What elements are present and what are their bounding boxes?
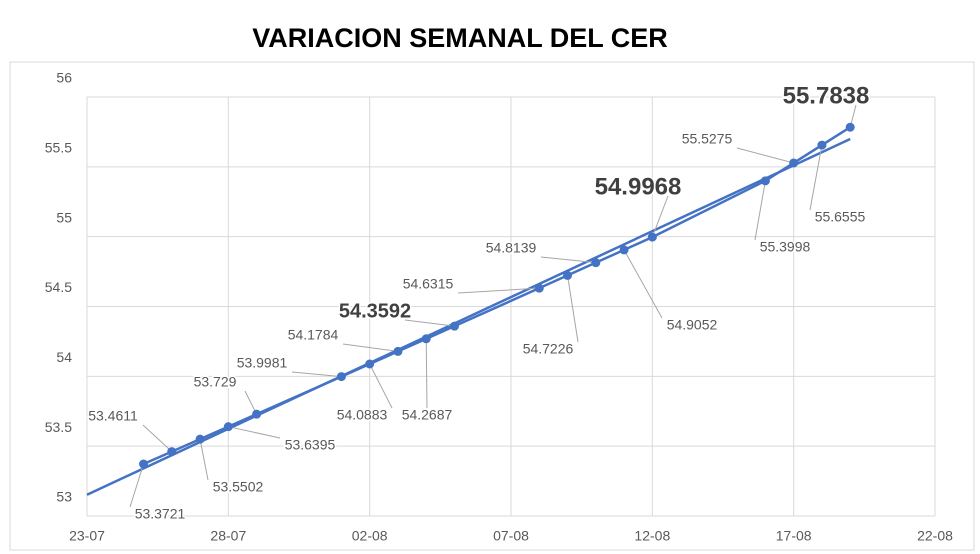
leader-line <box>342 343 399 352</box>
data-point <box>195 434 205 444</box>
data-label: 55.7838 <box>783 82 870 109</box>
data-point <box>647 232 657 242</box>
data-point <box>534 283 544 293</box>
data-label: 53.5502 <box>213 479 264 495</box>
data-point <box>252 409 262 419</box>
leader-line <box>199 439 209 481</box>
data-label: 53.729 <box>194 374 237 390</box>
data-label: 55.6555 <box>815 209 866 225</box>
y-tick-label: 55 <box>56 209 72 225</box>
data-point <box>817 140 827 150</box>
leader-line <box>567 275 579 343</box>
data-point <box>393 346 403 356</box>
data-label: 53.3721 <box>135 506 186 522</box>
data-point <box>365 359 375 369</box>
data-point <box>139 459 149 469</box>
data-point <box>591 258 601 268</box>
data-label: 55.5275 <box>682 131 733 147</box>
data-label: 54.9052 <box>667 317 718 333</box>
leader-line <box>129 463 145 508</box>
data-label: 54.8139 <box>486 240 537 256</box>
data-label: 54.9968 <box>595 173 682 200</box>
y-tick-label: 54.5 <box>45 279 72 295</box>
y-tick-label: 53 <box>56 489 72 505</box>
x-tick-label: 07-08 <box>493 528 529 544</box>
data-point <box>167 447 177 457</box>
x-tick-label: 02-08 <box>352 528 388 544</box>
data-label: 54.3592 <box>339 300 411 322</box>
data-label: 54.1784 <box>288 327 339 343</box>
x-tick-label: 23-07 <box>69 528 105 544</box>
leader-line <box>651 195 669 238</box>
data-point <box>845 122 855 132</box>
data-point <box>449 321 459 331</box>
x-tick-label: 22-08 <box>917 528 953 544</box>
data-label: 55.3998 <box>760 239 811 255</box>
data-label: 53.9981 <box>237 355 288 371</box>
leader-line <box>623 249 663 319</box>
data-label: 54.6315 <box>403 276 454 292</box>
data-label: 54.0883 <box>337 407 388 423</box>
leader-line <box>291 371 342 378</box>
leader-line <box>736 147 794 164</box>
trend-line <box>86 137 851 496</box>
data-point <box>336 372 346 382</box>
data-label: 54.2687 <box>402 407 453 423</box>
x-tick-label: 12-08 <box>634 528 670 544</box>
data-point <box>619 245 629 255</box>
data-point <box>789 158 799 168</box>
y-tick-label: 55.5 <box>45 140 72 156</box>
data-label: 53.4611 <box>88 408 138 424</box>
x-tick-label: 28-07 <box>210 528 246 544</box>
data-label: 54.7226 <box>523 341 574 357</box>
leader-line <box>809 145 823 211</box>
chart-frame <box>9 61 975 551</box>
data-point <box>421 334 431 344</box>
leader-line <box>425 338 428 409</box>
leader-line <box>754 180 766 241</box>
data-label: 53.6395 <box>285 437 336 453</box>
series-line <box>143 126 851 466</box>
leader-line <box>369 363 393 409</box>
data-point <box>223 422 233 432</box>
leader-line <box>228 426 281 439</box>
leader-line <box>142 424 173 452</box>
x-tick-label: 17-08 <box>776 528 812 544</box>
y-tick-label: 53.5 <box>45 419 72 435</box>
y-tick-label: 56 <box>56 70 72 86</box>
data-point <box>563 270 573 280</box>
data-point <box>760 176 770 186</box>
leader-line <box>457 287 540 294</box>
leader-line <box>540 256 596 264</box>
y-tick-label: 54 <box>56 349 72 365</box>
chart-title: VARIACION SEMANAL DEL CER <box>252 23 668 53</box>
leader-line <box>404 319 455 327</box>
